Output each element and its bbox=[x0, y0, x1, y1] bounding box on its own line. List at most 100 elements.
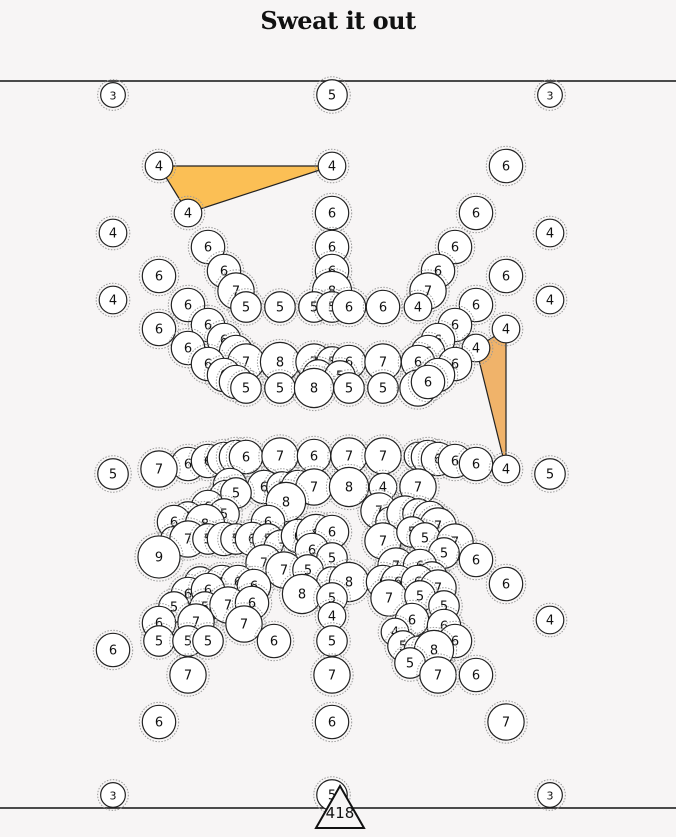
anchor-node[interactable]: 7 bbox=[258, 434, 302, 478]
anchor-node[interactable]: 5 bbox=[313, 76, 351, 114]
anchor-node[interactable]: 6 bbox=[485, 145, 527, 187]
anchor-node[interactable]: 4 bbox=[314, 148, 350, 184]
anchor-number: 6 bbox=[345, 301, 353, 316]
anchor-number: 6 bbox=[472, 299, 480, 314]
anchor-number: 6 bbox=[155, 270, 163, 285]
anchor-node[interactable]: 5 bbox=[391, 644, 429, 682]
anchor-number: 5 bbox=[379, 382, 387, 397]
anchor-number: 6 bbox=[379, 301, 387, 316]
anchor-number: 7 bbox=[434, 669, 442, 684]
anchor-circle bbox=[537, 82, 563, 108]
anchor-node[interactable]: 5 bbox=[189, 622, 227, 660]
anchor-node[interactable]: 4 bbox=[532, 282, 568, 318]
anchor-node[interactable]: 5 bbox=[261, 288, 299, 326]
anchor-node[interactable]: 7 bbox=[137, 447, 181, 491]
anchor-number: 7 bbox=[328, 669, 336, 684]
anchor-number: 5 bbox=[328, 789, 336, 804]
anchor-circle bbox=[314, 704, 350, 740]
link-layer bbox=[157, 165, 507, 470]
anchor-circle bbox=[488, 258, 524, 294]
anchor-node[interactable]: 7 bbox=[361, 434, 405, 478]
anchor-circle bbox=[458, 195, 494, 231]
anchor-node[interactable]: 4 bbox=[488, 311, 524, 347]
anchor-circle bbox=[256, 623, 292, 659]
anchor-node[interactable]: 4 bbox=[532, 215, 568, 251]
anchor-number: 7 bbox=[224, 599, 232, 614]
anchor-node[interactable]: 5 bbox=[531, 455, 569, 493]
anchor-node[interactable]: 9 bbox=[134, 532, 184, 582]
anchor-node[interactable]: 6 bbox=[434, 226, 476, 268]
anchor-number: 6 bbox=[220, 265, 228, 280]
anchor-node[interactable]: 7 bbox=[484, 700, 528, 744]
anchor-node[interactable]: 5 bbox=[330, 369, 368, 407]
anchor-node[interactable]: 4 bbox=[141, 148, 177, 184]
anchor-layer: 3534464664466666666787446555566466664666… bbox=[92, 76, 569, 814]
anchor-node[interactable]: 6 bbox=[485, 255, 527, 297]
anchor-number: 5 bbox=[416, 590, 424, 605]
anchor-number: 6 bbox=[308, 544, 316, 559]
anchor-number: 7 bbox=[184, 533, 192, 548]
anchor-node[interactable]: 6 bbox=[253, 620, 295, 662]
anchor-node[interactable]: 6 bbox=[92, 629, 134, 671]
anchor-node[interactable]: 7 bbox=[222, 602, 266, 646]
anchor-node[interactable]: 4 bbox=[488, 451, 524, 487]
anchor-node[interactable]: 6 bbox=[455, 539, 497, 581]
anchor-node[interactable]: 3 bbox=[534, 779, 566, 811]
anchor-node[interactable]: 6 bbox=[311, 192, 353, 234]
anchor-node[interactable]: 5 bbox=[313, 622, 351, 660]
anchor-node[interactable]: 4 bbox=[95, 282, 131, 318]
anchor-halo bbox=[314, 598, 350, 634]
anchor-halo bbox=[532, 602, 568, 638]
anchor-number: 5 bbox=[328, 635, 336, 650]
anchor-node[interactable]: 8 bbox=[278, 570, 326, 618]
anchor-number: 5 bbox=[546, 468, 554, 483]
anchor-halo bbox=[485, 255, 527, 297]
anchor-halo bbox=[141, 148, 177, 184]
anchor-halo bbox=[189, 622, 227, 660]
anchor-number: 7 bbox=[424, 285, 432, 300]
anchor-node[interactable]: 6 bbox=[311, 701, 353, 743]
anchor-node[interactable]: 5 bbox=[94, 455, 132, 493]
anchor-node[interactable]: 6 bbox=[407, 361, 449, 403]
anchor-node[interactable]: 8 bbox=[290, 364, 338, 412]
anchor-number: 6 bbox=[424, 376, 432, 391]
anchor-node[interactable]: 7 bbox=[416, 653, 460, 697]
anchor-node[interactable]: 7 bbox=[166, 653, 210, 697]
anchor-node[interactable]: 6 bbox=[485, 563, 527, 605]
anchor-node[interactable]: 3 bbox=[97, 79, 129, 111]
anchor-number: 6 bbox=[328, 207, 336, 222]
anchor-number: 4 bbox=[379, 481, 387, 496]
anchor-halo bbox=[532, 215, 568, 251]
anchor-node[interactable]: 4 bbox=[170, 195, 206, 231]
anchor-node[interactable]: 5 bbox=[261, 369, 299, 407]
anchor-node[interactable]: 3 bbox=[97, 779, 129, 811]
anchor-node[interactable]: 6 bbox=[455, 192, 497, 234]
anchor-node[interactable]: 6 bbox=[362, 286, 404, 328]
anchor-node[interactable]: 6 bbox=[311, 226, 353, 268]
anchor-circle bbox=[487, 703, 525, 741]
anchor-circle bbox=[264, 291, 296, 323]
anchor-node[interactable]: 4 bbox=[532, 602, 568, 638]
anchor-halo bbox=[262, 478, 310, 526]
anchor-node[interactable]: 3 bbox=[534, 79, 566, 111]
anchor-number: 5 bbox=[440, 547, 448, 562]
anchor-node[interactable]: 6 bbox=[138, 701, 180, 743]
anchor-number: 8 bbox=[430, 644, 438, 659]
anchor-halo bbox=[314, 148, 350, 184]
anchor-number: 3 bbox=[547, 90, 554, 103]
anchor-node[interactable]: 6 bbox=[455, 654, 497, 696]
anchor-node[interactable]: 7 bbox=[310, 653, 354, 697]
anchor-number: 4 bbox=[472, 342, 480, 357]
anchor-node[interactable]: 6 bbox=[138, 308, 180, 350]
anchor-number: 5 bbox=[155, 635, 163, 650]
anchor-circle bbox=[537, 782, 563, 808]
anchor-node[interactable]: 4 bbox=[400, 289, 436, 325]
anchor-number: 7 bbox=[155, 463, 163, 478]
anchor-number: 6 bbox=[184, 342, 192, 357]
anchor-circle bbox=[173, 198, 203, 228]
anchor-node[interactable]: 4 bbox=[95, 215, 131, 251]
anchor-node[interactable]: 6 bbox=[138, 255, 180, 297]
anchor-number: 6 bbox=[472, 669, 480, 684]
anchor-number: 6 bbox=[109, 644, 117, 659]
anchor-number: 6 bbox=[184, 458, 192, 473]
